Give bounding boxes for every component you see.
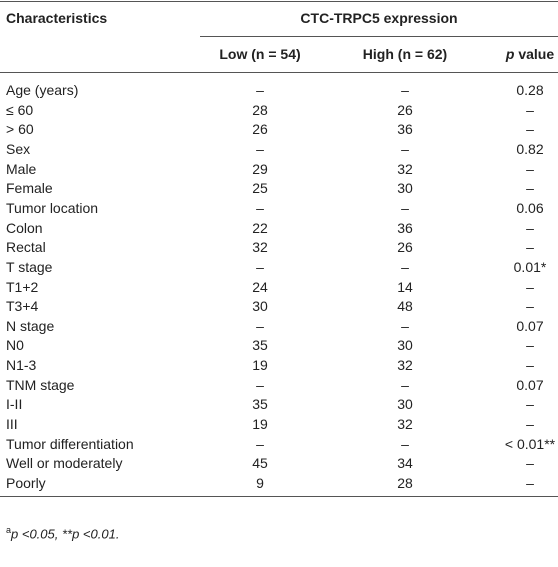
low-cell: 19 <box>252 416 268 433</box>
low-cell: 32 <box>252 239 268 256</box>
p-cell: – <box>526 416 534 433</box>
low-cell: – <box>256 82 264 98</box>
high-cell: 30 <box>397 180 413 197</box>
row-label: I-II <box>6 396 23 413</box>
low-cell: 35 <box>252 337 268 354</box>
high-cell: 32 <box>397 160 413 177</box>
row-label: III <box>6 416 18 433</box>
low-cell: 26 <box>252 121 268 138</box>
p-cell: – <box>526 396 534 413</box>
low-cell: 29 <box>252 160 268 177</box>
row-label: Age (years) <box>6 82 79 98</box>
footnote: ap <0.05, **p <0.01. <box>6 521 119 543</box>
row-label: TNM stage <box>6 376 75 393</box>
row-label: T stage <box>6 258 53 275</box>
row-label: Colon <box>6 219 43 236</box>
group-header: CTC-TRPC5 expression <box>300 10 458 26</box>
p-cell: – <box>526 219 534 236</box>
low-cell: 30 <box>252 298 268 315</box>
row-label: T3+4 <box>6 298 39 315</box>
group-rule <box>200 36 558 37</box>
high-cell: – <box>401 376 409 393</box>
high-cell: – <box>401 140 409 157</box>
low-cell: 35 <box>252 396 268 413</box>
high-cell: 28 <box>397 475 413 491</box>
p-cell: 0.82 <box>516 140 544 157</box>
p-cell: – <box>526 298 534 315</box>
row-label: Tumor location <box>6 199 99 216</box>
p-cell: – <box>526 455 534 472</box>
row-label: ≤ 60 <box>6 101 34 118</box>
low-cell: 25 <box>252 180 268 197</box>
low-cell: 19 <box>252 357 268 374</box>
p-symbol: p <box>505 46 515 62</box>
row-label: Tumor differentiation <box>6 435 134 452</box>
high-cell: – <box>401 82 409 98</box>
row-label: Poorly <box>6 475 46 491</box>
high-cell: 36 <box>397 121 413 138</box>
row-label: N stage <box>6 317 55 334</box>
low-cell: – <box>256 376 264 393</box>
low-cell: – <box>256 258 264 275</box>
p-cell: 0.01* <box>513 258 547 275</box>
p-cell: 0.07 <box>516 376 544 393</box>
footnote-marker: a <box>6 525 12 535</box>
low-cell: – <box>256 435 264 452</box>
row-label: N1-3 <box>6 357 37 374</box>
p-cell: – <box>526 160 534 177</box>
column-header: p value <box>506 45 554 63</box>
low-cell: 24 <box>252 278 268 295</box>
high-cell: 34 <box>397 455 413 472</box>
top-rule <box>0 1 558 2</box>
high-cell: 32 <box>397 416 413 433</box>
high-cell: – <box>401 317 409 334</box>
header-label: Characteristics <box>6 10 108 26</box>
footnote-text: p <0.05, **p <0.01. <box>11 526 120 542</box>
low-cell: 28 <box>252 101 268 118</box>
high-cell: 32 <box>397 357 413 374</box>
p-cell: – <box>526 475 534 491</box>
row-label: Male <box>6 160 37 177</box>
high-cell: 48 <box>397 298 413 315</box>
p-cell: – <box>526 337 534 354</box>
low-cell: 22 <box>252 219 268 236</box>
high-cell: – <box>401 199 409 216</box>
row-label: > 60 <box>6 121 34 138</box>
high-cell: – <box>401 435 409 452</box>
column-header: Low (n = 54) <box>219 46 301 62</box>
bottom-rule <box>0 496 558 497</box>
low-cell: 9 <box>256 475 264 491</box>
p-cell: – <box>526 180 534 197</box>
low-cell: – <box>256 140 264 157</box>
row-label: N0 <box>6 337 24 354</box>
column-header: High (n = 62) <box>362 46 448 62</box>
row-label: T1+2 <box>6 278 39 295</box>
row-label: Rectal <box>6 239 46 256</box>
p-cell: – <box>526 278 534 295</box>
row-label: Female <box>6 180 53 197</box>
high-cell: 14 <box>397 278 413 295</box>
p-cell: – <box>526 239 534 256</box>
p-cell: < 0.01** <box>504 435 556 452</box>
low-cell: – <box>256 317 264 334</box>
row-label: Well or moderately <box>6 455 123 472</box>
high-cell: 30 <box>397 337 413 354</box>
p-cell: – <box>526 101 534 118</box>
row-label: Sex <box>6 140 31 157</box>
low-cell: – <box>256 199 264 216</box>
high-cell: 36 <box>397 219 413 236</box>
high-cell: – <box>401 258 409 275</box>
p-label: value <box>518 46 555 62</box>
p-cell: – <box>526 121 534 138</box>
p-cell: 0.28 <box>516 82 544 98</box>
high-cell: 26 <box>397 101 413 118</box>
header-rule <box>0 72 558 73</box>
high-cell: 30 <box>397 396 413 413</box>
p-cell: 0.06 <box>516 199 544 216</box>
high-cell: 26 <box>397 239 413 256</box>
low-cell: 45 <box>252 455 268 472</box>
p-cell: – <box>526 357 534 374</box>
p-cell: 0.07 <box>516 317 544 334</box>
